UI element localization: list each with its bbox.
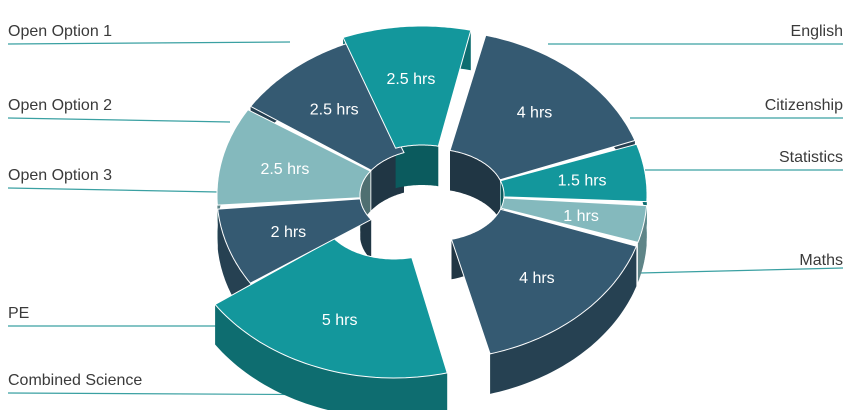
slice-open-option-2 (249, 42, 405, 171)
slice-open-option-3 (216, 109, 372, 206)
value-label-statistics: 1 hrs (563, 208, 599, 225)
slice-side-maths (490, 246, 637, 394)
slice-statistics (500, 197, 648, 243)
slice-open-option-1 (342, 25, 472, 149)
callout-line-open-option-2 (7, 117, 231, 123)
category-label-open-option-1: Open Option 1 (8, 23, 112, 40)
callout-line-maths (639, 267, 844, 274)
slice-tops (214, 25, 648, 379)
value-labels: 4 hrs 1.5 hrs 1 hrs 4 hrs 5 hrs 2 hrs 2.5 hrs 2… (260, 71, 606, 329)
slice-side-statistics (637, 205, 647, 283)
category-label-statistics: Statistics (779, 149, 843, 166)
slice-inner-wall-open-option-1 (395, 145, 439, 189)
callout-lines (7, 41, 844, 396)
category-label-open-option-3: Open Option 3 (8, 167, 112, 184)
value-label-pe: 2 hrs (271, 224, 307, 241)
value-label-open-option-3: 2.5 hrs (260, 161, 309, 178)
category-label-citizenship: Citizenship (765, 97, 843, 114)
category-label-open-option-2: Open Option 2 (8, 97, 112, 114)
slice-pe (217, 198, 373, 284)
category-label-combined-science: Combined Science (8, 372, 142, 389)
value-label-english: 4 hrs (517, 104, 553, 121)
category-labels: English Citizenship Statistics Maths Combine… (8, 23, 843, 389)
value-label-combined-science: 5 hrs (322, 312, 358, 329)
slice-citizenship (499, 143, 648, 203)
value-label-maths: 4 hrs (519, 270, 555, 287)
callout-line-open-option-1 (7, 41, 291, 45)
value-label-open-option-1: 2.5 hrs (386, 71, 435, 88)
slice-maths (450, 208, 638, 355)
callout-line-open-option-3 (7, 187, 219, 193)
slice-inner-wall-english (450, 150, 500, 220)
category-label-pe: PE (8, 305, 29, 322)
slice-side-combined-science (215, 304, 448, 410)
slice-english (449, 34, 636, 181)
category-label-english: English (791, 23, 843, 40)
value-label-citizenship: 1.5 hrs (558, 173, 607, 190)
category-label-maths: Maths (799, 252, 843, 269)
value-label-open-option-2: 2.5 hrs (310, 101, 359, 118)
